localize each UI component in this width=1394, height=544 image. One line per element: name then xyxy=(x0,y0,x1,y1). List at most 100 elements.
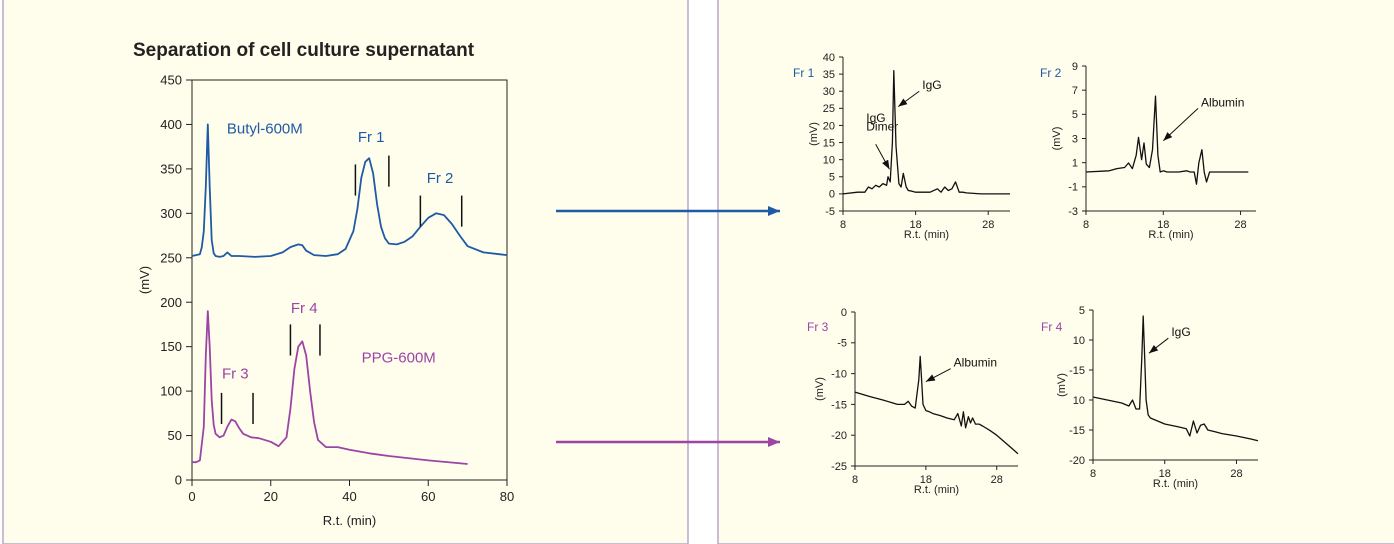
y-axis-label: (mV) xyxy=(1051,127,1063,151)
x-tick-label: 60 xyxy=(421,489,435,504)
x-tick-label: 28 xyxy=(1230,468,1242,480)
x-tick-label: 18 xyxy=(1157,219,1169,231)
y-tick-label: -25 xyxy=(831,461,847,473)
x-tick-label: 40 xyxy=(342,489,356,504)
y-tick-label: 20 xyxy=(823,120,835,132)
x-tick-label: 8 xyxy=(1083,219,1089,231)
y-tick-label: -1 xyxy=(1068,182,1078,194)
x-tick-label: 20 xyxy=(264,489,278,504)
y-tick-label: -15 xyxy=(1069,365,1085,377)
y-tick-label: 0 xyxy=(175,473,182,488)
annotation-arrow xyxy=(1148,337,1169,354)
x-tick-label: 18 xyxy=(920,474,932,486)
y-tick-label: 450 xyxy=(160,73,182,88)
y-tick-label: 100 xyxy=(160,384,182,399)
y-tick-label: -5 xyxy=(825,206,835,218)
fr3-chromatogram: Fr 3 -25 -20 -15 -10 -5 0 8 18 28 R.t. (min) (mV) Al… xyxy=(807,307,1019,496)
y-tick-label: 5 xyxy=(1072,109,1078,121)
y-axis-label: (mV) xyxy=(1056,373,1068,397)
y-tick-label: -5 xyxy=(837,338,847,350)
x-tick-label: 28 xyxy=(991,474,1003,486)
annotation-arrow xyxy=(925,368,951,383)
y-tick-label: 200 xyxy=(160,295,182,310)
y-tick-label: -20 xyxy=(831,430,847,442)
series-line-0 xyxy=(1085,95,1249,185)
y-axis-label: (mV) xyxy=(814,377,826,401)
y-tick-label: 10 xyxy=(823,155,835,167)
series-line-0 xyxy=(854,355,1019,455)
x-tick-label: 28 xyxy=(982,219,994,231)
annotation-label: Dimer xyxy=(866,120,898,134)
annotation-arrow xyxy=(1162,108,1199,142)
y-tick-label: -10 xyxy=(831,368,847,380)
fr4-chromatogram: Fr 4 -20 -15 10 -15 10 5 8 18 28 R.t. (min) (mV) IgG xyxy=(1041,305,1259,490)
right-panel xyxy=(717,0,1394,544)
y-tick-label: 25 xyxy=(823,103,835,115)
chart-title: Fr 2 xyxy=(1040,66,1062,80)
y-tick-label: 350 xyxy=(160,161,182,176)
annotation-label: Albumin xyxy=(954,356,997,370)
y-tick-label: 3 xyxy=(1072,133,1078,145)
series-line-ppg-600m xyxy=(192,310,468,465)
y-tick-label: 35 xyxy=(823,69,835,81)
y-tick-label: 250 xyxy=(160,250,182,265)
annotation-arrow xyxy=(897,90,920,108)
annotation-label: IgG xyxy=(866,111,885,125)
series-line-0 xyxy=(842,70,1010,195)
y-tick-label: 1 xyxy=(1072,158,1078,170)
main-chromatogram: Separation of cell culture supernatant 0 5… xyxy=(133,40,514,528)
annotation-label: IgG xyxy=(922,78,941,92)
y-tick-label: -15 xyxy=(1069,425,1085,437)
x-tick-label: 18 xyxy=(909,219,921,231)
y-tick-label: -20 xyxy=(1069,455,1085,467)
y-axis-label: (mV) xyxy=(808,122,820,146)
x-axis-label: R.t. (min) xyxy=(1148,229,1193,241)
x-tick-label: 28 xyxy=(1234,219,1246,231)
x-axis-label: R.t. (min) xyxy=(1153,478,1198,490)
y-tick-label: 5 xyxy=(829,172,835,184)
chart-title: Fr 1 xyxy=(793,66,815,80)
annotation-label: Fr 3 xyxy=(222,366,249,383)
y-tick-label: 10 xyxy=(1073,395,1085,407)
y-tick-label: 40 xyxy=(823,52,835,64)
y-tick-label: 50 xyxy=(168,428,182,443)
y-tick-label: -3 xyxy=(1068,206,1078,218)
annotation-label: IgG xyxy=(1171,325,1190,339)
y-tick-label: 400 xyxy=(160,117,182,132)
left-panel xyxy=(2,0,689,544)
y-tick-label: 5 xyxy=(1079,305,1085,317)
fr2-chromatogram: Fr 2 -3 -1 1 3 5 7 9 8 18 28 R.t. (min) (mV) Albumin xyxy=(1040,61,1256,241)
x-tick-label: 8 xyxy=(852,474,858,486)
y-tick-label: 7 xyxy=(1072,85,1078,97)
series-line-0 xyxy=(1092,315,1259,442)
chart-title: Fr 4 xyxy=(1041,320,1063,334)
y-tick-label: -15 xyxy=(831,399,847,411)
y-tick-label: 15 xyxy=(823,137,835,149)
x-tick-label: 8 xyxy=(840,219,846,231)
chart-title: Separation of cell culture supernatant xyxy=(133,40,475,61)
y-tick-label: 9 xyxy=(1072,61,1078,73)
chart-title: Fr 3 xyxy=(807,320,829,334)
x-axis-label: R.t. (min) xyxy=(323,513,376,528)
x-tick-label: 0 xyxy=(188,489,195,504)
annotation-label: Butyl-600M xyxy=(227,120,303,137)
x-tick-label: 80 xyxy=(500,489,514,504)
y-tick-label: 10 xyxy=(1073,335,1085,347)
x-tick-label: 8 xyxy=(1090,468,1096,480)
annotation-label: Fr 4 xyxy=(291,300,318,317)
y-tick-label: 30 xyxy=(823,86,835,98)
x-axis-label: R.t. (min) xyxy=(914,484,959,496)
fr1-chromatogram: Fr 1 -5 0 5 10 15 20 25 30 35 40 8 18 28 R.t. (min) (mV… xyxy=(793,52,1010,241)
x-tick-label: 18 xyxy=(1159,468,1171,480)
annotation-label: PPG-600M xyxy=(362,350,436,367)
y-tick-label: 150 xyxy=(160,339,182,354)
annotation-label: Fr 2 xyxy=(427,170,454,187)
annotation-label: Fr 1 xyxy=(358,129,385,146)
series-line-butyl-600m xyxy=(191,123,508,258)
annotation-arrow xyxy=(875,144,890,170)
y-tick-label: 300 xyxy=(160,206,182,221)
x-axis-label: R.t. (min) xyxy=(904,229,949,241)
annotation-label: Albumin xyxy=(1201,95,1244,109)
y-axis-label: (mV) xyxy=(137,266,152,294)
